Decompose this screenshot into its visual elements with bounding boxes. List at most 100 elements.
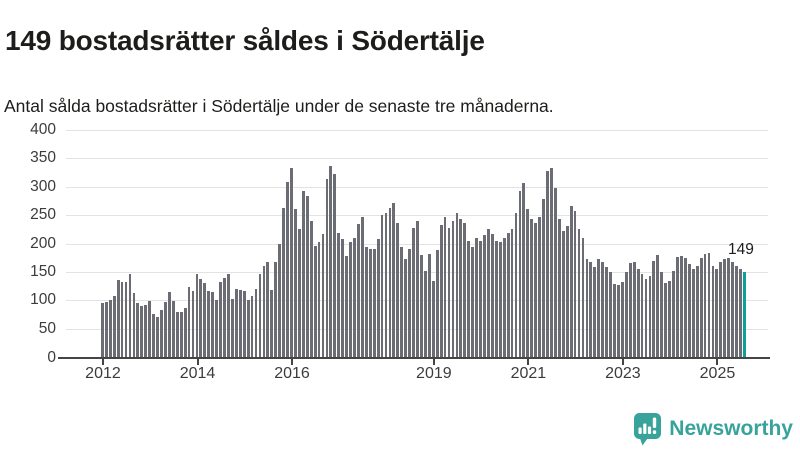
y-tick-label: 350 bbox=[30, 149, 56, 167]
y-tick-label: 250 bbox=[30, 206, 56, 224]
gridline bbox=[66, 130, 768, 131]
bar bbox=[380, 214, 384, 357]
bar bbox=[187, 286, 191, 357]
bar bbox=[128, 274, 132, 357]
bar bbox=[396, 222, 400, 357]
bar bbox=[230, 299, 234, 357]
x-axis-line bbox=[58, 357, 770, 359]
bar bbox=[246, 300, 250, 357]
bar bbox=[680, 256, 683, 357]
bar bbox=[404, 259, 408, 357]
bar bbox=[148, 301, 152, 357]
y-tick-label: 0 bbox=[47, 349, 56, 366]
y-tick-label: 400 bbox=[30, 121, 56, 138]
bar bbox=[656, 254, 660, 357]
bar bbox=[274, 262, 278, 357]
bar bbox=[522, 182, 526, 357]
bar bbox=[526, 209, 530, 357]
bar bbox=[420, 255, 423, 357]
x-tick bbox=[716, 359, 719, 365]
x-tick bbox=[621, 359, 624, 365]
bar bbox=[152, 313, 155, 357]
x-tick-label: 2023 bbox=[605, 365, 641, 382]
bar bbox=[601, 261, 605, 357]
bar bbox=[325, 179, 329, 357]
bar bbox=[687, 263, 691, 357]
bar bbox=[490, 234, 494, 357]
bar bbox=[577, 229, 581, 357]
bar bbox=[191, 290, 195, 357]
gridline bbox=[66, 186, 768, 188]
bar bbox=[266, 262, 270, 357]
bar bbox=[282, 207, 285, 357]
bar bbox=[506, 232, 510, 357]
bar bbox=[313, 245, 317, 357]
x-tick-label: 2019 bbox=[416, 365, 452, 382]
bar bbox=[691, 269, 695, 357]
brand-name: Newsworthy bbox=[669, 417, 793, 440]
bar bbox=[104, 301, 108, 357]
bar bbox=[116, 280, 120, 357]
bar bbox=[120, 282, 124, 357]
bar bbox=[400, 247, 404, 357]
bar bbox=[183, 308, 187, 357]
bar bbox=[416, 220, 419, 357]
bar bbox=[167, 292, 171, 357]
bar bbox=[301, 191, 305, 357]
gridline bbox=[66, 215, 768, 217]
bar bbox=[372, 249, 376, 357]
bar bbox=[739, 269, 742, 357]
bar bbox=[467, 240, 471, 357]
bar bbox=[435, 249, 439, 357]
bar bbox=[707, 252, 711, 357]
bar bbox=[459, 219, 463, 357]
bar bbox=[250, 295, 254, 357]
bar bbox=[160, 310, 163, 357]
bar bbox=[581, 237, 585, 357]
bar bbox=[727, 257, 731, 357]
bar bbox=[735, 265, 738, 357]
bar bbox=[471, 246, 475, 357]
bar bbox=[238, 290, 242, 357]
bar bbox=[368, 249, 372, 357]
bar bbox=[447, 228, 451, 357]
bar bbox=[613, 283, 616, 357]
bar bbox=[408, 249, 412, 357]
bar bbox=[542, 199, 545, 357]
bar bbox=[175, 311, 179, 357]
bar bbox=[164, 301, 167, 357]
bar bbox=[648, 275, 652, 357]
bar bbox=[270, 290, 274, 357]
bar bbox=[254, 288, 258, 357]
bar bbox=[652, 260, 656, 357]
newsworthy-speech-bubble-bar-chart-icon bbox=[634, 413, 662, 446]
last-value-label: 149 bbox=[728, 241, 754, 258]
bar bbox=[258, 274, 262, 357]
y-tick-label: 100 bbox=[30, 291, 56, 309]
bar bbox=[672, 270, 675, 357]
bar bbox=[534, 222, 538, 357]
bar bbox=[475, 237, 478, 357]
bar bbox=[427, 253, 431, 357]
y-tick-label: 200 bbox=[30, 234, 56, 252]
bar bbox=[546, 171, 549, 357]
bar bbox=[719, 262, 723, 357]
bar bbox=[695, 265, 699, 357]
bar bbox=[195, 274, 199, 357]
bar bbox=[632, 262, 636, 357]
bar bbox=[550, 168, 553, 357]
bar bbox=[297, 229, 301, 357]
bar bbox=[262, 265, 266, 357]
x-tick bbox=[101, 359, 104, 365]
bar bbox=[609, 272, 612, 357]
bar bbox=[124, 281, 128, 357]
bar bbox=[156, 316, 159, 357]
newsworthy-logo[interactable]: Newsworthy bbox=[633, 412, 793, 446]
bar bbox=[597, 259, 601, 357]
bar bbox=[140, 305, 144, 357]
bar bbox=[136, 303, 140, 357]
bar bbox=[108, 300, 112, 357]
bar bbox=[573, 211, 577, 357]
bar bbox=[502, 237, 506, 357]
